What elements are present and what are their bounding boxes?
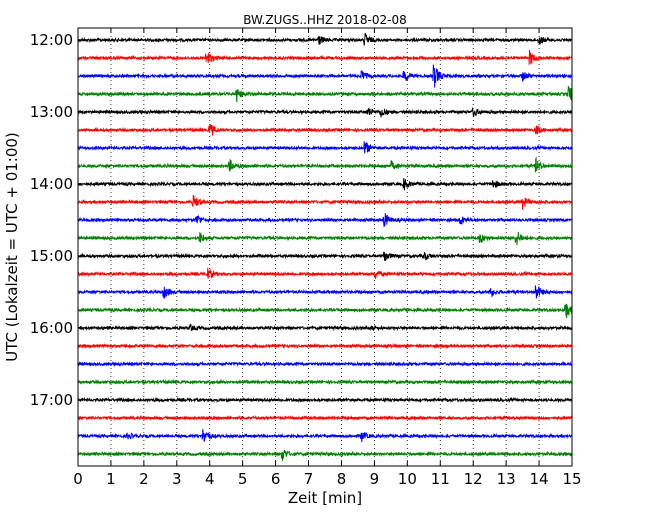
- y-tick-label: 14:00: [30, 175, 73, 193]
- x-tick-label: 1: [106, 470, 116, 488]
- x-tick-label: 14: [530, 470, 549, 488]
- trace-1730: [77, 429, 573, 443]
- plot-frame: [77, 27, 573, 467]
- x-tick-label: 0: [73, 470, 83, 488]
- chart-title: BW.ZUGS..HHZ 2018-02-08: [243, 13, 406, 27]
- trace-1430: [77, 213, 573, 227]
- seismogram-traces: [77, 32, 573, 461]
- trace-1715: [77, 414, 573, 422]
- x-tick-label: 7: [304, 470, 314, 488]
- trace-1645: [77, 378, 573, 386]
- trace-1445: [77, 231, 573, 246]
- trace-1200: [77, 32, 573, 46]
- x-axis-label: Zeit [min]: [288, 489, 362, 507]
- trace-1230: [77, 64, 573, 88]
- x-tick-label: 5: [238, 470, 248, 488]
- trace-1700: [77, 396, 573, 404]
- trace-1345: [77, 156, 573, 173]
- trace-1545: [77, 303, 573, 319]
- trace-1615: [77, 342, 573, 350]
- y-tick-label: 15:00: [30, 247, 73, 265]
- x-tick-label: 8: [337, 470, 347, 488]
- trace-1515: [77, 267, 573, 280]
- trace-1245: [77, 86, 573, 103]
- x-tick-label: 13: [497, 470, 516, 488]
- x-tick-label: 15: [562, 470, 581, 488]
- y-tick-label: 17:00: [30, 391, 73, 409]
- axis-ticks: 0 1 2 3 4 5 6 7 8 9 10 11 12 13 14 1512:0013:0014:0015:…: [30, 28, 582, 488]
- x-tick-label: 2: [139, 470, 149, 488]
- trace-1530: [77, 285, 573, 299]
- y-tick-label: 12:00: [30, 31, 73, 49]
- y-axis-label: UTC (Lokalzeit = UTC + 01:00): [3, 132, 21, 362]
- x-tick-label: 10: [398, 470, 417, 488]
- x-tick-label: 6: [271, 470, 281, 488]
- trace-1600: [77, 323, 573, 332]
- y-tick-label: 16:00: [30, 319, 73, 337]
- x-tick-label: 12: [464, 470, 483, 488]
- trace-1745: [77, 449, 573, 461]
- x-tick-label: 11: [431, 470, 450, 488]
- x-tick-label: 9: [370, 470, 380, 488]
- trace-1300: [77, 106, 573, 118]
- trace-1415: [77, 195, 573, 210]
- trace-1315: [77, 124, 573, 137]
- trace-1500: [77, 251, 573, 261]
- trace-1630: [77, 360, 573, 368]
- trace-1215: [77, 49, 573, 65]
- trace-1400: [77, 178, 573, 191]
- trace-1330: [77, 141, 573, 154]
- x-tick-label: 3: [172, 470, 182, 488]
- x-tick-label: 4: [205, 470, 215, 488]
- y-tick-label: 13:00: [30, 103, 73, 121]
